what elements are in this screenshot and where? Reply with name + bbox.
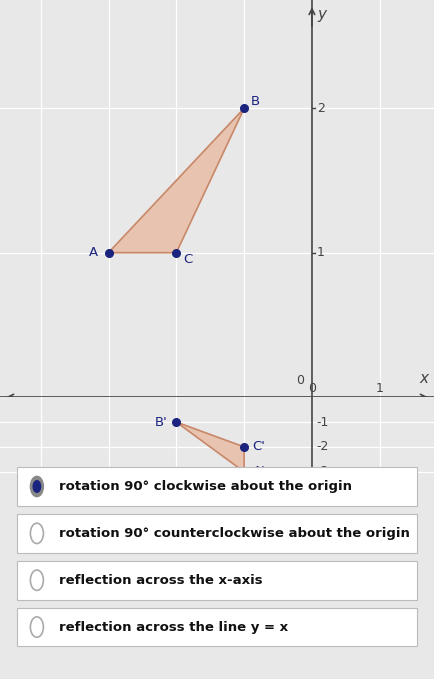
Text: A': A' <box>253 465 266 478</box>
Text: 0: 0 <box>308 382 316 395</box>
Polygon shape <box>176 422 244 472</box>
Text: -4: -4 <box>34 414 47 427</box>
Text: B': B' <box>155 416 168 428</box>
Text: C: C <box>183 253 192 266</box>
Text: C': C' <box>253 441 266 454</box>
Text: B: B <box>251 94 260 107</box>
Text: 2: 2 <box>317 102 325 115</box>
Text: -3: -3 <box>102 414 115 427</box>
Text: x: x <box>419 371 428 386</box>
Text: reflection across the x-axis: reflection across the x-axis <box>59 574 262 587</box>
Text: -2: -2 <box>317 441 329 454</box>
Text: 0: 0 <box>296 374 304 387</box>
Text: -3: -3 <box>317 465 329 478</box>
Text: y: y <box>317 7 326 22</box>
Text: 1: 1 <box>317 246 325 259</box>
Text: A: A <box>89 246 98 259</box>
Text: 1: 1 <box>376 382 384 395</box>
Text: rotation 90° counterclockwise about the origin: rotation 90° counterclockwise about the … <box>59 527 409 540</box>
Text: rotation 90° clockwise about the origin: rotation 90° clockwise about the origin <box>59 480 352 493</box>
Text: -1: -1 <box>317 416 329 428</box>
Text: reflection across the line y = x: reflection across the line y = x <box>59 621 288 634</box>
Text: -2: -2 <box>170 414 183 427</box>
Polygon shape <box>108 108 244 253</box>
Text: -1: -1 <box>238 414 250 427</box>
